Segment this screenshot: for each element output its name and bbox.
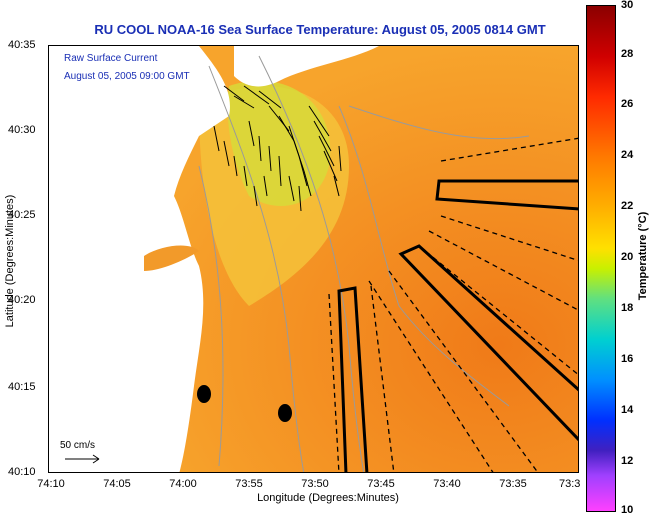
colorbar-tick: 20 bbox=[621, 251, 634, 263]
legend-current-label: Raw Surface Current bbox=[64, 53, 158, 64]
y-tick-label: 40:10 bbox=[8, 466, 36, 478]
colorbar-tick: 26 bbox=[621, 98, 634, 110]
x-tick-label: 74:00 bbox=[169, 478, 197, 490]
station-marker bbox=[278, 404, 292, 422]
colorbar-tick: 18 bbox=[621, 302, 634, 314]
colorbar-tick: 30 bbox=[621, 0, 634, 11]
map-canvas bbox=[49, 46, 578, 472]
x-tick-label: 74:05 bbox=[103, 478, 131, 490]
colorbar-tick: 12 bbox=[621, 455, 634, 467]
colorbar-tick: 10 bbox=[621, 504, 634, 516]
current-vectors bbox=[213, 85, 342, 212]
transect-boxes bbox=[337, 179, 578, 472]
scale-arrow bbox=[65, 454, 100, 464]
x-axis-label: Longitude (Degrees:Minutes) bbox=[257, 492, 399, 504]
x-tick-label: 73:3 bbox=[559, 478, 581, 490]
y-tick-label: 40:35 bbox=[8, 39, 36, 51]
land-mass bbox=[49, 46, 230, 472]
y-tick-label: 40:20 bbox=[8, 294, 36, 306]
y-axis-label: Latitude (Degrees:Minutes) bbox=[4, 194, 16, 328]
x-tick-label: 74:10 bbox=[37, 478, 65, 490]
x-tick-label: 73:40 bbox=[433, 478, 461, 490]
map-plot-area bbox=[48, 45, 579, 473]
bay-water bbox=[144, 245, 199, 271]
land-mass-north bbox=[234, 46, 379, 87]
colorbar-tick: 28 bbox=[621, 48, 634, 60]
temperature-colorbar bbox=[586, 5, 616, 512]
colorbar-tick: 22 bbox=[621, 200, 634, 212]
y-tick-label: 40:15 bbox=[8, 381, 36, 393]
scale-label: 50 cm/s bbox=[60, 440, 96, 451]
x-tick-label: 73:45 bbox=[367, 478, 395, 490]
station-marker bbox=[197, 385, 211, 403]
x-tick-label: 73:55 bbox=[235, 478, 263, 490]
legend-current-time: August 05, 2005 09:00 GMT bbox=[64, 71, 190, 82]
map-title: RU COOL NOAA-16 Sea Surface Temperature:… bbox=[94, 22, 546, 37]
y-tick-label: 40:30 bbox=[8, 124, 36, 136]
colorbar-label: Temperature (°C) bbox=[637, 211, 649, 301]
x-tick-label: 73:35 bbox=[499, 478, 527, 490]
colorbar-tick: 24 bbox=[621, 149, 634, 161]
colorbar-tick: 14 bbox=[621, 404, 634, 416]
x-tick-label: 73:50 bbox=[301, 478, 329, 490]
y-tick-label: 40:25 bbox=[8, 209, 36, 221]
bathymetry-contours bbox=[198, 55, 530, 472]
transect-dashed-lines bbox=[328, 137, 578, 472]
colorbar-tick: 16 bbox=[621, 353, 634, 365]
